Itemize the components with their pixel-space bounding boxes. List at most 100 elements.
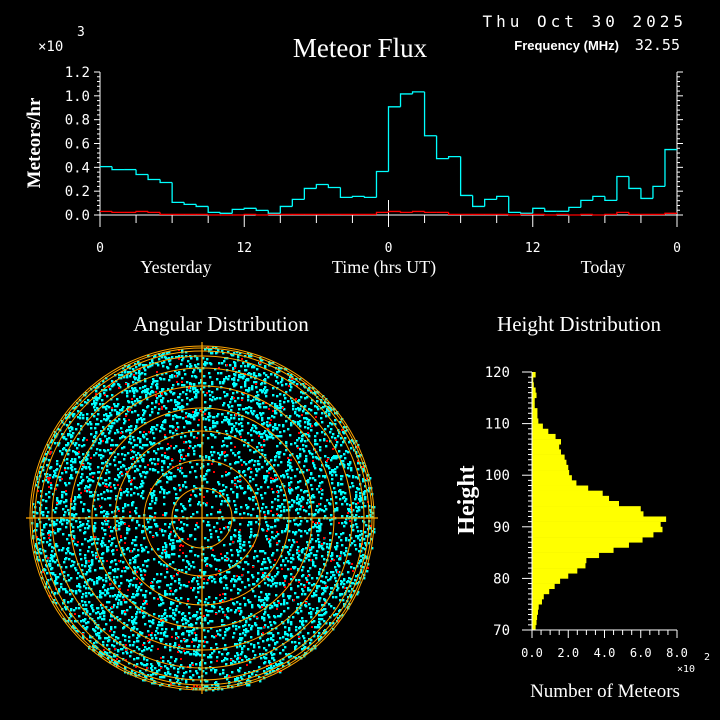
meteor-point — [266, 538, 269, 541]
meteor-point — [124, 537, 127, 540]
meteor-point — [216, 430, 219, 433]
meteor-point — [124, 420, 127, 423]
meteor-point — [144, 526, 147, 529]
meteor-point — [288, 627, 291, 630]
meteor-point — [183, 523, 186, 526]
flux-series-1-bin — [508, 196, 521, 214]
meteor-point — [241, 439, 244, 442]
meteor-point — [155, 499, 158, 502]
meteor-point — [143, 642, 146, 645]
meteor-point — [193, 384, 196, 387]
meteor-point — [268, 541, 271, 544]
flux-series-1-bin — [363, 196, 377, 199]
meteor-point — [247, 487, 250, 490]
meteor-point — [73, 537, 76, 540]
meteor-point — [101, 545, 104, 548]
meteor-point — [123, 446, 126, 449]
meteor-point — [144, 476, 147, 479]
meteor-point — [134, 387, 137, 390]
meteor-point — [148, 526, 151, 529]
meteor-point — [103, 414, 106, 417]
meteor-point — [221, 490, 224, 493]
meteor-point — [338, 536, 341, 539]
meteor-point — [180, 651, 183, 654]
meteor-point — [174, 401, 177, 404]
meteor-point — [149, 393, 152, 396]
meteor-point — [371, 547, 374, 550]
meteor-point — [223, 587, 226, 590]
meteor-point — [245, 360, 248, 363]
meteor-point — [174, 674, 177, 677]
meteor-point — [129, 515, 132, 518]
meteor-point — [113, 459, 116, 462]
meteor-point — [52, 523, 55, 526]
meteor-point — [308, 553, 311, 556]
meteor-point — [216, 522, 219, 525]
meteor-point — [89, 468, 92, 471]
meteor-point — [310, 409, 313, 412]
meteor-point — [93, 542, 96, 545]
meteor-point — [128, 426, 131, 429]
meteor-point — [137, 460, 140, 463]
meteor-point — [161, 399, 164, 402]
meteor-point — [287, 400, 290, 403]
meteor-point — [177, 383, 180, 386]
meteor-point — [114, 559, 117, 562]
meteor-point — [359, 492, 362, 495]
meteor-point — [242, 377, 245, 380]
meteor-point — [331, 482, 334, 485]
meteor-point — [103, 653, 106, 656]
meteor-point — [74, 444, 77, 447]
meteor-point — [171, 436, 174, 439]
meteor-point — [153, 558, 156, 561]
meteor-point — [291, 544, 294, 547]
meteor-point — [180, 584, 183, 587]
meteor-point — [55, 475, 58, 478]
meteor-point — [237, 404, 240, 407]
meteor-point — [301, 593, 304, 596]
meteor-point — [182, 484, 185, 487]
meteor-point — [170, 391, 173, 394]
meteor-point — [296, 414, 299, 417]
meteor-point — [102, 426, 105, 429]
meteor-point — [73, 561, 76, 564]
meteor-point — [142, 525, 145, 528]
meteor-point — [81, 569, 84, 572]
flux-series-2-bin — [664, 212, 677, 215]
meteor-point — [173, 521, 176, 524]
meteor-point — [277, 451, 280, 454]
meteor-point — [273, 653, 276, 656]
meteor-point — [188, 440, 191, 443]
meteor-point — [339, 456, 342, 459]
meteor-point — [204, 557, 207, 560]
meteor-point — [109, 430, 112, 433]
meteor-point — [54, 442, 57, 445]
meteor-point — [348, 577, 351, 580]
meteor-point — [293, 500, 296, 503]
meteor-point — [99, 403, 102, 406]
meteor-point — [83, 444, 86, 447]
meteor-point — [296, 549, 299, 552]
meteor-point — [108, 636, 111, 639]
meteor-point — [101, 527, 104, 530]
flux-series-1-bin — [580, 199, 593, 208]
meteor-point — [291, 499, 294, 502]
meteor-point — [125, 566, 128, 569]
meteor-point — [274, 412, 277, 415]
meteor-point — [86, 418, 89, 421]
meteor-point — [262, 402, 265, 405]
meteor-point — [350, 511, 353, 514]
meteor-point — [137, 657, 140, 660]
meteor-point — [185, 566, 188, 569]
meteor-point — [123, 376, 126, 379]
meteor-point — [261, 382, 264, 385]
meteor-point — [344, 554, 347, 557]
meteor-point — [256, 555, 259, 558]
meteor-point — [258, 666, 261, 669]
meteor-point — [216, 378, 219, 381]
meteor-point — [166, 492, 169, 495]
meteor-point — [202, 640, 205, 643]
meteor-point — [321, 431, 324, 434]
meteor-point — [357, 574, 360, 577]
meteor-point — [170, 615, 173, 618]
